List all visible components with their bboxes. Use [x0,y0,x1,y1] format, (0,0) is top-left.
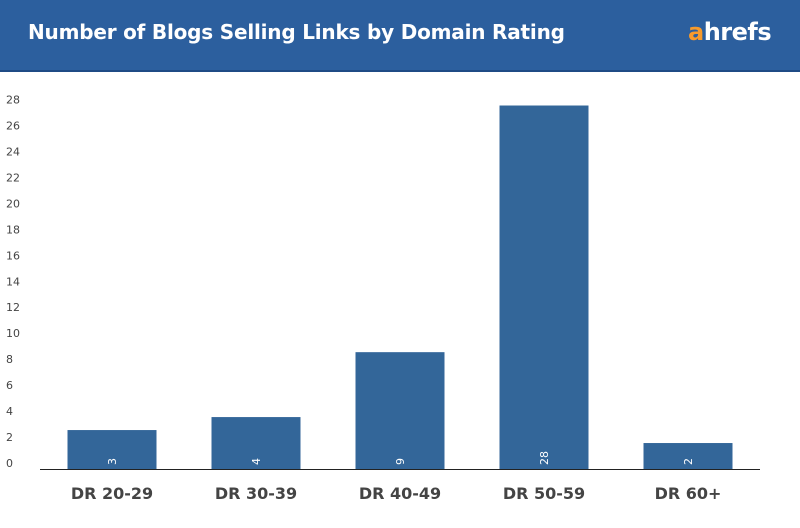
data-label: 9 [394,458,407,465]
y-tick-label: 22 [6,171,20,184]
bar [211,417,301,469]
y-tick-label: 0 [6,457,13,470]
y-tick-label: 14 [6,275,20,288]
data-label: 4 [250,458,263,465]
y-tick-label: 20 [6,197,20,210]
y-tick-label: 18 [6,223,20,236]
logo-text: hrefs [703,18,772,46]
y-tick-label: 16 [6,249,20,262]
x-category-label: DR 60+ [655,484,722,503]
data-label: 2 [682,458,695,465]
y-tick-label: 4 [6,405,13,418]
logo-accent-letter: a [688,18,704,46]
y-tick-label: 6 [6,379,13,392]
y-tick-label: 24 [6,145,20,158]
y-tick-label: 26 [6,119,20,132]
ahrefs-logo: ahrefs [688,18,772,46]
y-tick-label: 28 [6,94,20,107]
y-tick-label: 12 [6,301,20,314]
bar [355,352,445,469]
x-category-label: DR 40-49 [359,484,441,503]
x-category-label: DR 20-29 [71,484,153,503]
y-tick-label: 10 [6,327,20,340]
x-category-label: DR 30-39 [215,484,297,503]
y-tick-label: 8 [6,353,13,366]
bar [499,105,589,469]
x-category-label: DR 50-59 [503,484,585,503]
data-label: 28 [538,451,551,465]
bar [67,430,157,469]
chart-title: Number of Blogs Selling Links by Domain … [28,20,565,44]
chart-header: Number of Blogs Selling Links by Domain … [0,0,800,72]
bar [643,443,733,469]
y-tick-label: 2 [6,431,13,444]
data-label: 3 [106,458,119,465]
